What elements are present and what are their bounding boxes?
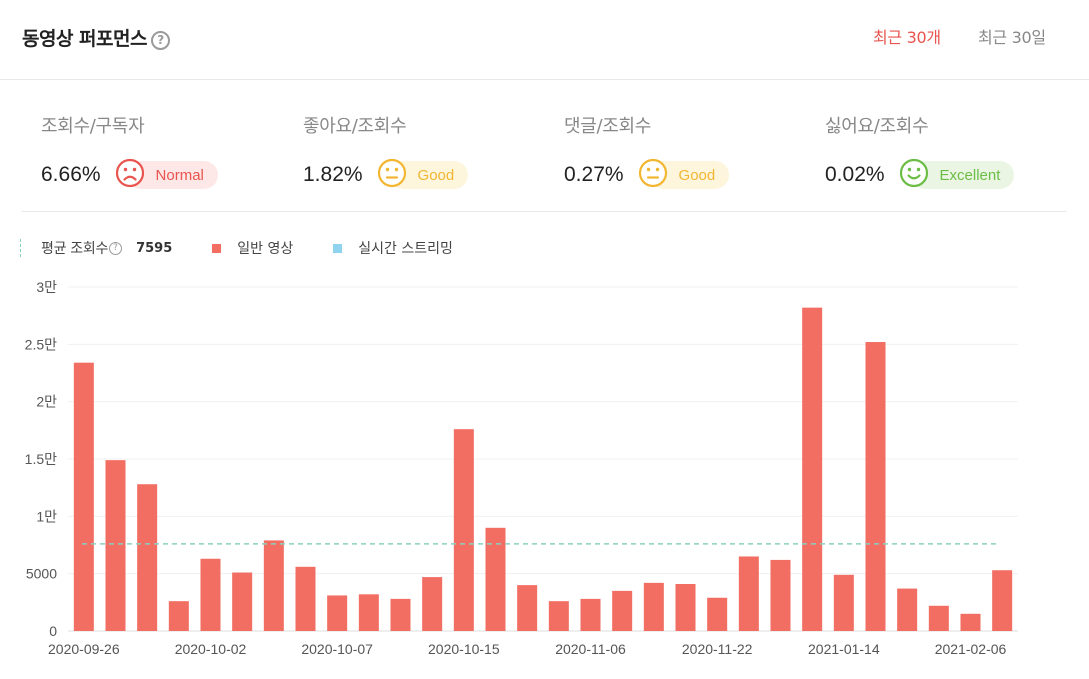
bar xyxy=(833,574,854,631)
metric-value: 0.02% xyxy=(825,163,885,186)
bar xyxy=(992,570,1013,631)
metric-likes-per-view: 좋아요/조회수 1.82% Good xyxy=(303,112,469,192)
bar xyxy=(928,605,949,631)
average-help-icon[interactable]: ? xyxy=(109,241,123,255)
bar xyxy=(137,484,158,631)
bar xyxy=(453,429,474,631)
bar xyxy=(390,598,411,631)
bar xyxy=(73,362,94,631)
metric-label: 싫어요/조회수 xyxy=(825,116,929,137)
y-tick-label: 2.5만 xyxy=(25,336,57,352)
metric-value: 1.82% xyxy=(303,163,363,186)
x-tick-label: 2020-10-02 xyxy=(175,641,247,657)
live-stream-swatch-icon xyxy=(333,243,343,253)
bar xyxy=(327,595,348,631)
legend-item-normal[interactable]: 일반 영상 xyxy=(212,238,293,258)
metric-label: 좋아요/조회수 xyxy=(303,116,407,137)
bar xyxy=(960,613,981,631)
y-tick-label: 3만 xyxy=(36,279,57,295)
views-bar-chart: 0 5000 1만 1.5만 2만 2.5만 3만 2020-09-26 2020-10-02 2… xyxy=(25,279,1018,657)
metric-value: 6.66% xyxy=(41,163,101,186)
bar xyxy=(707,597,728,631)
status-badge: Excellent xyxy=(899,158,1015,192)
bar xyxy=(548,601,569,631)
y-tick-label: 1만 xyxy=(36,508,57,524)
y-tick-label: 0 xyxy=(49,623,57,639)
bar xyxy=(738,556,759,631)
y-tick-label: 5000 xyxy=(26,566,57,582)
page-title: 동영상 퍼포먼스? xyxy=(22,24,170,51)
bar xyxy=(675,583,696,631)
tab-recent-30-days[interactable]: 최근 30일 xyxy=(978,28,1046,47)
metric-dislikes-per-view: 싫어요/조회수 0.02% Excellent xyxy=(825,112,1015,192)
neutral-face-icon xyxy=(638,158,668,192)
bar xyxy=(802,307,823,631)
metric-views-per-subscriber: 조회수/구독자 6.66% Normal xyxy=(41,112,218,190)
bar xyxy=(200,558,221,631)
status-badge: Good xyxy=(377,158,469,192)
bar xyxy=(770,559,791,631)
bar xyxy=(422,577,443,631)
status-badge-text: Good xyxy=(417,166,455,184)
x-tick-label: 2020-10-07 xyxy=(301,641,373,657)
bar xyxy=(612,590,633,631)
y-tick-label: 2만 xyxy=(36,394,57,410)
legend-average-value: 7595 xyxy=(136,240,173,256)
chart-legend: 평균 조회수 ? 7595 일반 영상 실시간 스트리밍 xyxy=(20,238,453,258)
tab-recent-30-videos[interactable]: 최근 30개 xyxy=(873,28,941,47)
x-tick-label: 2021-02-06 xyxy=(935,641,1007,657)
bar xyxy=(168,601,189,631)
legend-live-label: 실시간 스트리밍 xyxy=(358,241,453,257)
metric-label: 댓글/조회수 xyxy=(564,116,652,137)
bar xyxy=(865,342,886,631)
bar xyxy=(580,598,601,631)
bar xyxy=(897,588,918,631)
legend-normal-label: 일반 영상 xyxy=(237,241,294,257)
header: 동영상 퍼포먼스? 최근 30개 최근 30일 xyxy=(0,0,1089,80)
status-badge-text: Excellent xyxy=(939,166,1001,184)
status-badge-text: Normal xyxy=(155,166,204,184)
bar xyxy=(263,540,284,631)
bar xyxy=(105,460,126,631)
sad-face-icon xyxy=(115,158,145,192)
normal-video-swatch-icon xyxy=(212,243,222,253)
bar xyxy=(295,566,316,631)
legend-item-live[interactable]: 실시간 스트리밍 xyxy=(333,238,453,258)
status-badge: Good xyxy=(638,158,730,192)
status-badge-text: Good xyxy=(678,166,716,184)
x-tick-label: 2020-11-22 xyxy=(682,641,753,657)
metric-value: 0.27% xyxy=(564,163,624,186)
x-tick-label: 2021-01-14 xyxy=(808,641,880,657)
bar xyxy=(517,585,538,631)
status-badge: Normal xyxy=(115,158,218,192)
average-line-legend-icon xyxy=(20,239,21,257)
x-tick-label: 2020-10-15 xyxy=(428,641,500,657)
metric-label: 조회수/구독자 xyxy=(41,116,145,137)
help-icon[interactable]: ? xyxy=(150,31,170,50)
bar xyxy=(643,582,664,631)
y-tick-label: 1.5만 xyxy=(25,451,57,467)
metric-comments-per-view: 댓글/조회수 0.27% Good xyxy=(564,112,730,192)
bar xyxy=(232,572,253,631)
bar xyxy=(485,527,506,631)
legend-average-label: 평균 조회수 xyxy=(41,241,109,257)
neutral-face-icon xyxy=(377,158,407,192)
badge-pill xyxy=(910,161,1015,189)
x-tick-label: 2020-09-26 xyxy=(48,641,120,657)
page-title-text: 동영상 퍼포먼스 xyxy=(22,28,147,50)
happy-face-icon xyxy=(899,158,929,192)
bar xyxy=(358,594,379,631)
divider xyxy=(22,211,1066,212)
x-tick-label: 2020-11-06 xyxy=(555,641,626,657)
